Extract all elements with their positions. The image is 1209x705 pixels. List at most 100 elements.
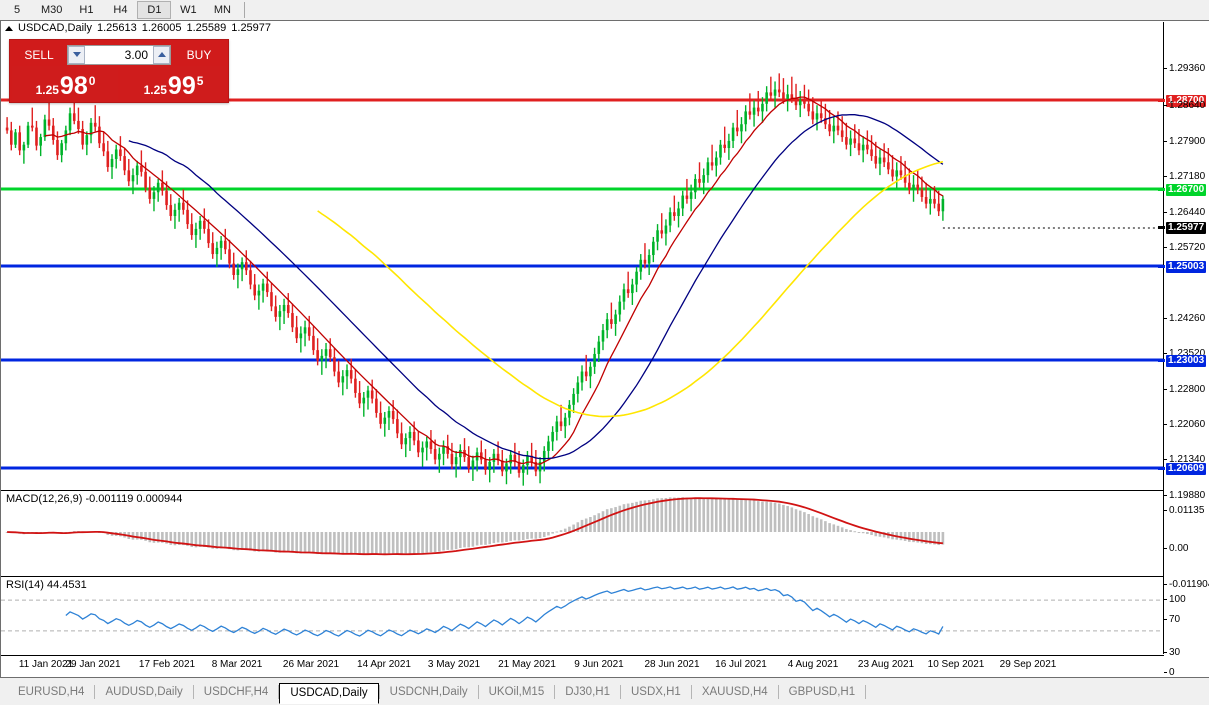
price-tick: -0.011904	[1164, 579, 1209, 591]
candlestick-plot	[1, 73, 1164, 486]
one-click-trading-panel[interactable]: SELL 3.00 BUY 1.25 98 0 1.25 99 5	[9, 39, 229, 103]
chart-tab-usdcad-daily[interactable]: USDCAD,Daily	[279, 682, 379, 704]
price-tick: 1.24260	[1164, 313, 1209, 325]
sell-price[interactable]: 1.25 98 0	[12, 66, 118, 100]
time-tick: 17 Feb 2021	[138, 659, 196, 670]
timeframe-H4[interactable]: H4	[113, 4, 128, 16]
trade-panel-prices: 1.25 98 0 1.25 99 5	[10, 66, 228, 102]
time-tick: 8 Mar 2021	[211, 659, 263, 670]
ohlc-open: 1.25613	[96, 22, 137, 34]
time-tick: 11 Jan 2021	[18, 659, 74, 670]
price-tick: 1.23003	[1158, 355, 1209, 367]
price-scale[interactable]: 1.29360 1.28700 1.28640 1.27900 1.27180 1.267…	[1158, 22, 1209, 678]
chart-tab-usdchf-h4[interactable]: USDCHF,H4	[203, 686, 269, 698]
price-tick: 1.29360	[1164, 63, 1209, 75]
trade-panel-controls: SELL 3.00 BUY	[10, 40, 228, 66]
price-tick: 1.20609	[1158, 463, 1209, 475]
rsi-pane[interactable]: RSI(14) 44.4531	[1, 576, 1164, 654]
tab-separator	[378, 685, 380, 699]
buy-price-fraction: 5	[196, 74, 204, 88]
price-tick: 1.22060	[1164, 419, 1209, 431]
price-tick: 1.25003	[1158, 261, 1209, 273]
price-tick: 0	[1164, 667, 1209, 679]
macd-plot	[5, 497, 945, 556]
chart-tab-usdx-h1[interactable]: USDX,H1	[630, 686, 681, 698]
price-tick: 1.25720	[1164, 242, 1209, 254]
chart-symbol-label: USDCAD,Daily	[18, 22, 92, 34]
chart-tab-ukoil-m15[interactable]: UKOil,M15	[488, 686, 545, 698]
time-tick: 14 Apr 2021	[357, 659, 411, 670]
price-tick: 1.26700	[1158, 184, 1209, 196]
ohlc-close: 1.25977	[231, 22, 272, 34]
price-tick: 1.22800	[1164, 384, 1209, 396]
volume-decrement-button[interactable]	[68, 45, 85, 64]
sell-price-prefix: 1.25	[35, 83, 59, 97]
price-tick: 1.27900	[1164, 136, 1209, 148]
price-tick: 100	[1164, 594, 1209, 606]
price-tick: 1.28640	[1164, 100, 1209, 112]
volume-input[interactable]: 3.00	[67, 44, 171, 65]
chart-tab-dj30-h1[interactable]: DJ30,H1	[565, 686, 610, 698]
time-tick: 28 Jun 2021	[644, 659, 700, 670]
volume-value: 3.00	[124, 47, 148, 62]
buy-price-main: 99	[167, 72, 196, 100]
timeframe-toolbar: 5 M30 H1 H4 D1 W1 MN	[0, 0, 1209, 20]
price-tick: 1.25977	[1158, 222, 1209, 234]
chart-tab-xauusd-h4[interactable]: XAUUSD,H4	[701, 686, 768, 698]
sell-button[interactable]: SELL	[24, 47, 54, 62]
chart-tab-gbpusd-h1[interactable]: GBPUSD,H1	[788, 686, 856, 698]
time-scale[interactable]: 11 Jan 2021 29 Jan 2021 17 Feb 2021 8 Mar 2…	[1, 655, 1164, 677]
macd-label: MACD(12,26,9) -0.001119 0.000944	[6, 493, 183, 505]
buy-price[interactable]: 1.25 99 5	[120, 66, 226, 100]
time-tick: 4 Aug 2021	[787, 659, 839, 670]
price-tick: 70	[1164, 614, 1209, 626]
buy-price-prefix: 1.25	[143, 83, 167, 97]
tab-separator	[777, 685, 779, 699]
ohlc-low: 1.25589	[186, 22, 227, 34]
timeframe-MN[interactable]: MN	[213, 4, 231, 16]
timeframe-5[interactable]: 5	[13, 4, 21, 16]
toolbar-separator	[244, 2, 246, 18]
chart-tab-bar: EURUSD,H4 AUDUSD,Daily USDCHF,H4 USDCAD,Dai…	[0, 679, 1209, 705]
time-tick: 10 Sep 2021	[927, 659, 985, 670]
collapse-triangle-icon[interactable]	[5, 25, 13, 31]
time-tick: 3 May 2021	[427, 659, 481, 670]
tab-separator	[94, 685, 96, 699]
timeframe-W1[interactable]: W1	[180, 4, 197, 16]
time-tick: 21 May 2021	[498, 659, 556, 670]
tab-separator	[865, 685, 867, 699]
price-tick: 1.27180	[1164, 171, 1209, 183]
rsi-label: RSI(14) 44.4531	[6, 579, 87, 591]
volume-increment-button[interactable]	[153, 45, 170, 64]
time-tick: 29 Sep 2021	[999, 659, 1057, 670]
chart-window: USDCAD,Daily 1.25613 1.26005 1.25589 1.2…	[0, 20, 1209, 678]
macd-pane[interactable]: MACD(12,26,9) -0.001119 0.000944	[1, 490, 1164, 575]
price-tick: 0.01135	[1164, 505, 1209, 517]
time-tick: 16 Jul 2021	[715, 659, 767, 670]
sell-price-fraction: 0	[88, 74, 96, 88]
chart-tab-audusd-daily[interactable]: AUDUSD,Daily	[105, 686, 183, 698]
time-tick: 9 Jun 2021	[574, 659, 624, 670]
tab-separator	[477, 685, 479, 699]
tab-separator	[192, 685, 194, 699]
timeframe-D1[interactable]: D1	[137, 1, 172, 19]
tab-separator	[619, 685, 621, 699]
price-tick: 1.21340	[1164, 454, 1209, 466]
timeframe-M30[interactable]: M30	[41, 4, 63, 16]
price-tick: 1.28700	[1158, 95, 1209, 107]
rsi-plot	[1, 586, 1164, 637]
chart-ohlc-header: USDCAD,Daily 1.25613 1.26005 1.25589 1.2…	[1, 21, 271, 35]
chart-tab-eurusd-h4[interactable]: EURUSD,H4	[18, 686, 85, 698]
chart-tab-usdcnh-daily[interactable]: USDCNH,Daily	[389, 686, 468, 698]
timeframe-H1[interactable]: H1	[79, 4, 94, 16]
tab-separator	[690, 685, 692, 699]
tab-separator	[554, 685, 556, 699]
buy-button[interactable]: BUY	[186, 47, 212, 62]
tab-separator	[278, 685, 280, 699]
time-tick: 26 Mar 2021	[282, 659, 340, 670]
ohlc-high: 1.26005	[141, 22, 182, 34]
time-tick: 23 Aug 2021	[857, 659, 915, 670]
price-tick: 1.19880	[1164, 490, 1209, 502]
time-tick: 29 Jan 2021	[65, 659, 121, 670]
